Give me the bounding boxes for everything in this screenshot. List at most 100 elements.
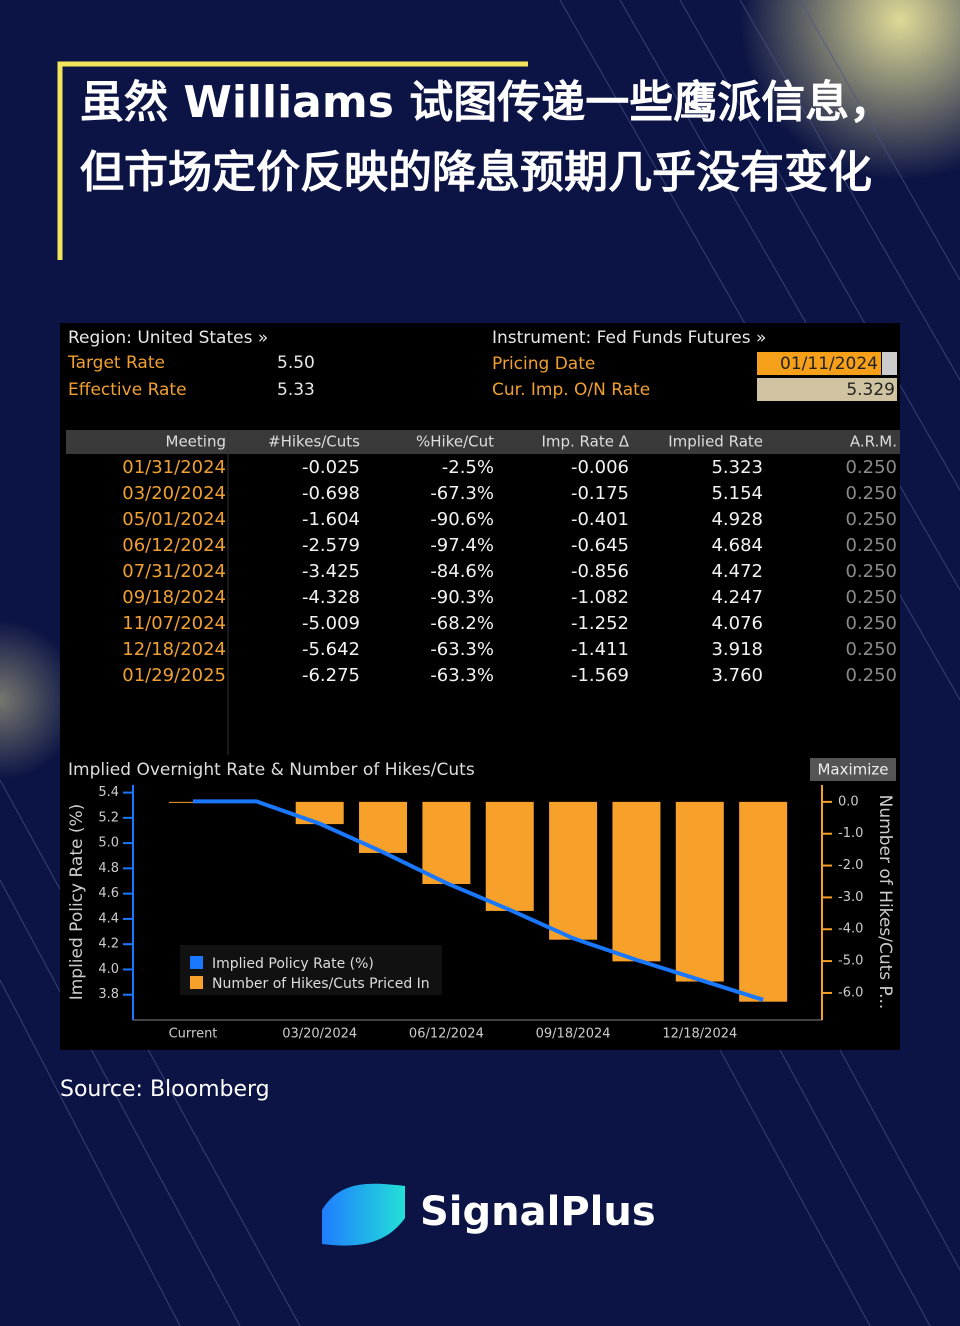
field-label: Effective Rate	[68, 380, 187, 400]
cell: -2.5%	[442, 457, 494, 478]
y-tick-label: 5.2	[98, 810, 119, 825]
cell: 0.250	[845, 561, 897, 582]
rate-box	[757, 378, 897, 401]
x-tick-label: 03/20/2024	[282, 1027, 357, 1042]
cell: -97.4%	[430, 535, 494, 556]
y-tick-label: 4.6	[98, 886, 119, 901]
cell: -90.3%	[430, 587, 494, 608]
y-tick-label: 5.0	[98, 836, 119, 851]
field-label: Pricing Date	[492, 354, 595, 374]
cell: 06/12/2024	[122, 535, 226, 556]
legend-box	[180, 945, 442, 995]
bar	[739, 801, 788, 1002]
panel: Region: United States » Instrument: Fed …	[67, 328, 897, 401]
cell: 0.250	[845, 665, 897, 686]
field-value: 01/11/2024	[780, 354, 878, 374]
cell: -67.3%	[430, 483, 494, 504]
title: 虽然 Williams 试图传递一些鹰派信息，但市场定价反映的降息预期几乎没有变…	[80, 77, 894, 198]
bar	[422, 801, 471, 884]
bar	[549, 801, 598, 940]
cell: 4.684	[711, 535, 763, 556]
cell: -1.411	[571, 639, 629, 660]
cell: -0.006	[571, 457, 629, 478]
x-tick-label: 06/12/2024	[409, 1027, 484, 1042]
legend-swatch	[190, 976, 203, 989]
line	[193, 799, 764, 1002]
cell: -0.645	[571, 535, 629, 556]
maximize-label[interactable]: Maximize	[817, 761, 888, 779]
cell: -1.252	[571, 613, 629, 634]
legend-label: Implied Policy Rate (%)	[212, 956, 374, 972]
y-tick-label: 4.8	[98, 861, 119, 876]
maximize-button[interactable]	[810, 758, 896, 781]
legend-label: Number of Hikes/Cuts Priced In	[212, 976, 430, 992]
cell: -63.3%	[430, 639, 494, 660]
cell: 0.250	[845, 587, 897, 608]
cell: 01/31/2024	[122, 457, 226, 478]
field-label: Cur. Imp. O/N Rate	[492, 380, 650, 400]
brand: SignalPlus	[420, 1189, 656, 1235]
cell: 05/01/2024	[122, 509, 226, 530]
y2-tick-label: -6.0	[838, 985, 863, 1000]
cell: -6.275	[302, 665, 360, 686]
y-tick-label: 3.8	[98, 987, 119, 1002]
x-tick-label: 12/18/2024	[662, 1027, 737, 1042]
column-header: Meeting	[166, 433, 226, 451]
bar	[612, 801, 661, 962]
table-header-bg	[66, 430, 900, 454]
cell: 0.250	[845, 613, 897, 634]
cell: 3.760	[711, 665, 763, 686]
cell: -1.569	[571, 665, 629, 686]
bar	[485, 801, 534, 911]
column-header: Implied Rate	[668, 433, 763, 451]
cell: -0.025	[302, 457, 360, 478]
cell: -5.009	[302, 613, 360, 634]
cell: 11/07/2024	[122, 613, 226, 634]
field-value: 5.329	[846, 380, 895, 400]
cell: 4.247	[711, 587, 763, 608]
cell: 5.323	[711, 457, 763, 478]
field-value: 5.33	[277, 380, 315, 400]
cell: -3.425	[302, 561, 360, 582]
region: Region: United States »	[68, 328, 268, 348]
cell: -63.3%	[430, 665, 494, 686]
chart-title: Implied Overnight Rate & Number of Hikes…	[68, 760, 475, 780]
y-tick-label: 4.0	[98, 962, 119, 977]
column-header: %Hike/Cut	[416, 433, 494, 451]
y2-tick-label: -2.0	[838, 858, 863, 873]
cell: 0.250	[845, 483, 897, 504]
y-tick-label: 4.2	[98, 937, 119, 952]
cell: 0.250	[845, 535, 897, 556]
glow	[740, 0, 960, 180]
cell: -4.328	[302, 587, 360, 608]
logo	[322, 1183, 405, 1246]
cell: -2.579	[302, 535, 360, 556]
column-header: A.R.M.	[850, 433, 897, 451]
date-box[interactable]	[757, 352, 881, 375]
column-header: Imp. Rate Δ	[541, 433, 629, 451]
column-header: #Hikes/Cuts	[268, 433, 360, 451]
x-tick-label: Current	[169, 1027, 218, 1042]
cell: -0.698	[302, 483, 360, 504]
cell: 09/18/2024	[122, 587, 226, 608]
y2-tick-label: -5.0	[838, 954, 863, 969]
cell: 0.250	[845, 457, 897, 478]
table: Meeting #Hikes/Cuts %Hike/Cut Imp. Rate Δ Im…	[122, 433, 897, 687]
cell: 07/31/2024	[122, 561, 226, 582]
y2-tick-label: -3.0	[838, 890, 863, 905]
cell: 03/20/2024	[122, 483, 226, 504]
calendar-icon[interactable]	[882, 352, 897, 375]
legend-swatch	[190, 956, 203, 969]
cell: 12/18/2024	[122, 639, 226, 660]
x-tick-label: 09/18/2024	[536, 1027, 611, 1042]
y2-tick-label: 0.0	[838, 794, 859, 809]
cell: 4.928	[711, 509, 763, 530]
y-axis-title: Implied Policy Rate (%)	[67, 804, 87, 1001]
cell: 0.250	[845, 509, 897, 530]
cell: -68.2%	[430, 613, 494, 634]
title-bracket	[57, 61, 528, 260]
cell: 01/29/2025	[122, 665, 226, 686]
cell: -1.082	[571, 587, 629, 608]
